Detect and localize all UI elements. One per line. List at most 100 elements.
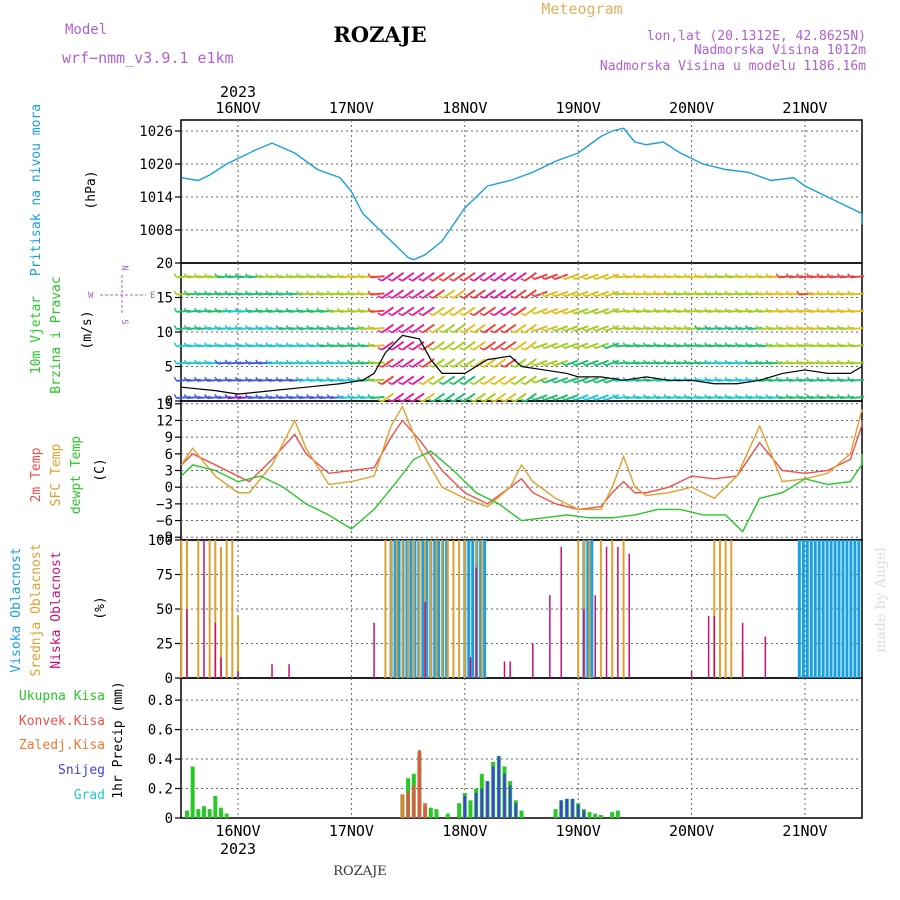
wind-barb-feather: [694, 273, 698, 278]
wind-barb-feather: [479, 278, 485, 282]
wind-barb: [408, 375, 425, 386]
wind-barb-feather: [734, 290, 739, 296]
wind-barb-feather: [591, 310, 596, 315]
wind-barb-feather: [704, 376, 708, 382]
wind-barb-feather: [673, 342, 678, 347]
wind-barb-feather: [194, 324, 198, 330]
wind-barb-feather: [796, 342, 800, 347]
wind-barb: [510, 392, 527, 403]
wind-barb-feather: [775, 342, 780, 347]
wind-barb-feather: [694, 324, 698, 330]
wind-barb-feather: [275, 393, 280, 399]
wind-barb-feather: [806, 359, 811, 365]
wind-barb-feather: [704, 393, 708, 399]
wind-barb-shaft: [422, 323, 435, 334]
wind-barb: [479, 306, 497, 317]
wind-barb-feather: [581, 379, 586, 384]
wind-barb-feather: [469, 312, 475, 316]
wind-barb-feather: [285, 376, 290, 382]
wind-barb-feather: [581, 327, 586, 332]
precip-snow-bar: [497, 756, 501, 818]
wind-barb-feather: [438, 329, 444, 334]
wind-barb-feather: [265, 376, 270, 382]
wind-barb-feather: [214, 342, 219, 347]
cloud-mid-bar: [401, 540, 404, 678]
wind-barb-feather: [194, 273, 198, 278]
wind-barb-feather: [785, 393, 790, 399]
wind-compass: W E N S: [88, 265, 155, 324]
wind-barb-shaft: [452, 289, 466, 299]
cloud-low-bar: [532, 643, 534, 678]
wind-barb-shaft: [452, 340, 466, 351]
wind-barb-shaft: [370, 309, 385, 313]
wind-barb-shaft: [524, 323, 537, 334]
wind-barb-shaft: [422, 375, 435, 386]
wind-barb-shaft: [533, 273, 548, 281]
wind-barb: [367, 307, 385, 313]
wind-barb-feather: [245, 376, 249, 382]
cloud-high-bar: [825, 540, 829, 678]
cloud-low-bar: [713, 615, 716, 678]
wind-barb-shaft: [401, 340, 415, 351]
wind-barb-shaft: [493, 271, 507, 282]
wind-barb-shaft: [554, 290, 569, 298]
wind-barb-feather: [438, 347, 444, 351]
wind-barb-shaft: [564, 342, 579, 350]
wind-barb-feather: [734, 342, 739, 347]
wind-barb-feather: [561, 327, 566, 332]
wind-barb-shaft: [554, 273, 569, 281]
wind-barb-feather: [540, 361, 545, 366]
wind-barb: [550, 307, 569, 315]
precip-snow-bar: [503, 773, 506, 818]
wind-barb-feather: [775, 324, 780, 330]
wind-barb-feather: [775, 307, 780, 313]
bottom-date-label: 20NOV: [669, 822, 714, 840]
wind-barb-shaft: [850, 395, 865, 400]
wind-barb-shaft: [605, 342, 620, 350]
wind-barb-shaft: [574, 325, 589, 332]
wind-barb-feather: [643, 324, 647, 330]
wind-barb-feather: [224, 307, 229, 313]
wind-barb-feather: [837, 324, 841, 330]
wind-barb-feather: [387, 381, 393, 385]
precip-total-bar: [587, 812, 592, 818]
wind-barb-shaft: [391, 271, 405, 282]
footer-station: ROZAJE: [333, 864, 387, 879]
wind-barb: [520, 289, 537, 299]
wind-barb: [601, 290, 620, 298]
wind-barb: [530, 394, 548, 401]
precip-conv-bar: [417, 750, 421, 818]
precip-total-bar: [615, 810, 620, 818]
wind-barb-feather: [347, 393, 351, 399]
wind-barb-feather: [500, 381, 505, 385]
precip-total-bar: [598, 815, 603, 818]
wind-barb-feather: [275, 307, 280, 313]
wind-barb-feather: [428, 381, 434, 385]
wind-barb: [550, 376, 569, 384]
wind-barb: [571, 290, 589, 298]
wind-barb-shaft: [595, 394, 609, 401]
wind-barb-shaft: [514, 306, 527, 317]
precip-snow-bar: [491, 766, 495, 818]
wind-barb-feather: [520, 312, 526, 316]
wind-barb-shaft: [574, 342, 589, 350]
bottom-date-label: 17NOV: [329, 822, 374, 840]
cloud-low-bar: [424, 602, 426, 678]
wind-barb-feather: [408, 329, 413, 334]
wind-barb-feather: [785, 359, 790, 365]
wind-barb-feather: [540, 396, 545, 401]
wind-barb-feather: [183, 393, 188, 399]
wind-barb: [459, 323, 476, 334]
wind-barb-shaft: [503, 306, 517, 317]
wind-barb-feather: [755, 342, 759, 347]
wind-barb-shaft: [595, 325, 609, 332]
precip-total-bar: [207, 809, 212, 818]
wind-barb: [561, 359, 579, 367]
wind-barb: [469, 323, 486, 334]
wind-barb-feather: [796, 376, 800, 382]
precip-total-bar: [428, 807, 433, 818]
wind-barb-shaft: [442, 340, 456, 351]
wind-barb-feather: [571, 344, 576, 349]
wind-barb-shaft: [574, 376, 589, 384]
wind-barb-feather: [632, 342, 637, 347]
